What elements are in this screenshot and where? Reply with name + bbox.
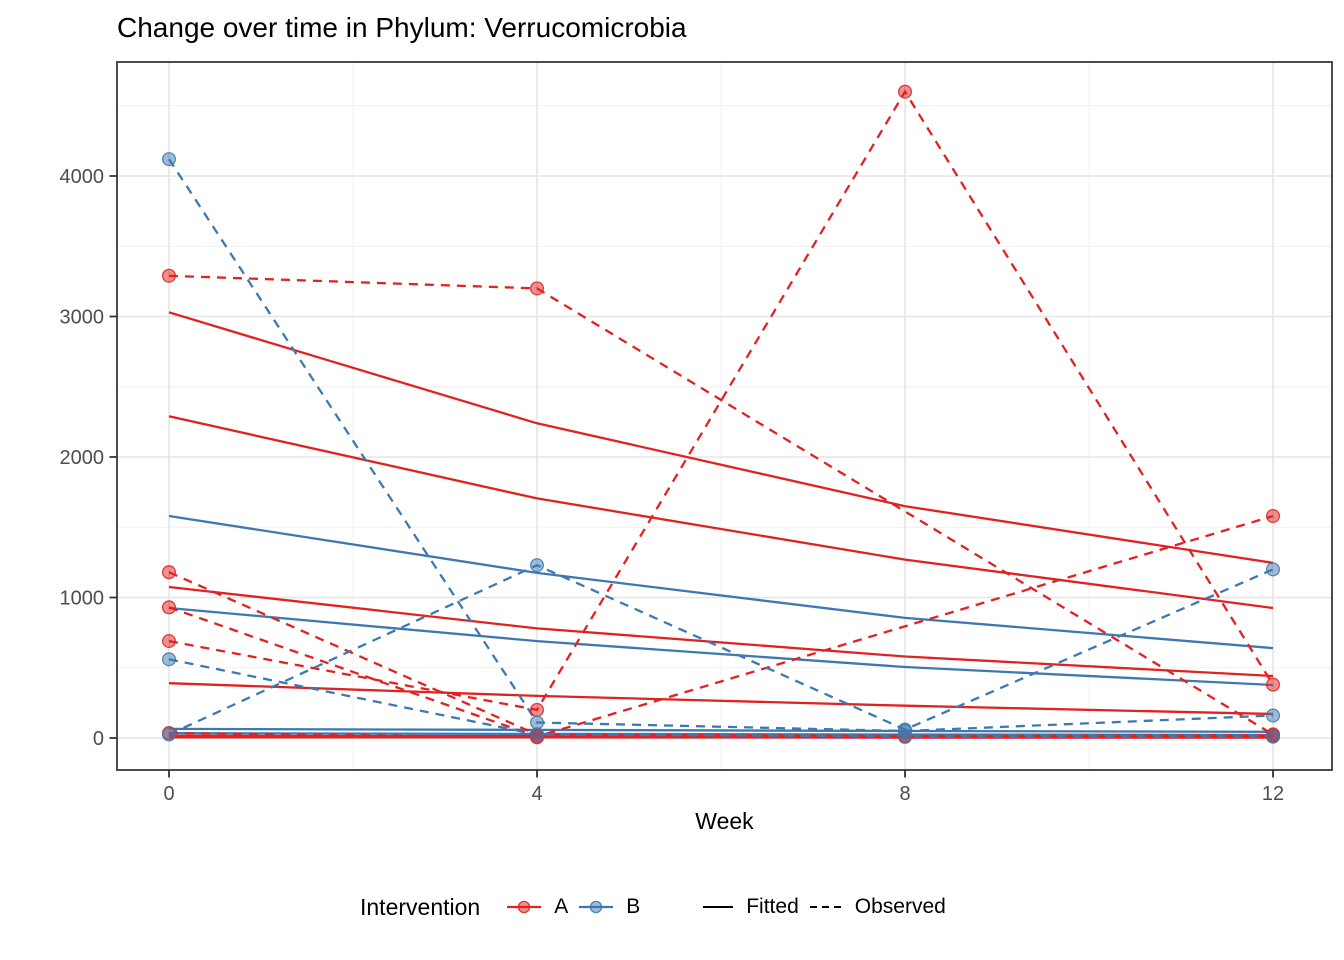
legend-key-observed-icon <box>809 898 843 916</box>
data-point-B-obs-3-w4 <box>529 558 545 573</box>
series-line-A-fit-3 <box>168 585 1274 678</box>
data-point-A-obs-4-w12 <box>1265 508 1281 524</box>
legend-key-A-icon <box>506 898 542 916</box>
y-tick-label: 2000 <box>60 447 105 469</box>
legend-inner: Intervention A B Fit <box>360 894 946 921</box>
legend-label-observed: Observed <box>854 895 946 918</box>
series-line-A-fit-4 <box>168 682 1274 716</box>
series-line-B-obs-1 <box>168 158 1274 733</box>
series-line-B-fit-1 <box>168 514 1274 650</box>
y-tick-label: 4000 <box>60 166 105 188</box>
data-point-B-obs-3-w12 <box>1265 562 1281 577</box>
data-point-B-obs-2-w4 <box>529 727 545 742</box>
data-point-A-obs-4-w0 <box>161 600 177 615</box>
data-point-A-obs-2-w12 <box>1265 677 1281 692</box>
legend-label-fitted: Fitted <box>746 895 799 918</box>
x-tick-label: 0 <box>163 783 174 805</box>
chart-title: Change over time in Phylum: Verrucomicro… <box>117 12 687 43</box>
series-line-B-obs-3 <box>168 563 1274 736</box>
legend-label-B: B <box>626 895 641 918</box>
panel-border <box>116 61 1333 771</box>
series-line-A-obs-2 <box>168 89 1274 712</box>
series-line-B-fit-3 <box>168 727 1274 733</box>
legend-label-A: A <box>554 895 569 918</box>
series-line-A-fit-1 <box>168 311 1274 565</box>
data-point-B-obs-2-w12 <box>1265 729 1281 744</box>
legend-title: Intervention <box>360 893 481 920</box>
data-point-B-obs-2-w0 <box>161 652 177 667</box>
data-point-A-obs-1-w0 <box>161 268 177 283</box>
y-tick-label: 3000 <box>60 307 105 329</box>
data-point-A-obs-1-w4 <box>529 281 545 296</box>
data-point-A-obs-2-w0 <box>161 634 177 649</box>
series-line-B-fit-4 <box>168 732 1274 737</box>
data-point-B-obs-1-w12 <box>1265 708 1281 723</box>
data-point-B-obs-1-w0 <box>161 152 177 167</box>
x-tick-label: 12 <box>1262 783 1284 805</box>
data-point-A-obs-3-w0 <box>161 565 177 580</box>
data-point-B-obs-3-w8 <box>897 722 913 737</box>
series-line-A-fit-2 <box>168 415 1274 610</box>
series-line-A-obs-5 <box>168 731 1274 739</box>
x-axis-title: Week <box>695 808 754 834</box>
data-point-B-obs-3-w0 <box>161 727 177 742</box>
series-line-B-fit-2 <box>168 606 1274 687</box>
y-tick-label: 1000 <box>60 588 105 610</box>
x-tick-label: 8 <box>899 783 910 805</box>
y-tick-label: 0 <box>93 728 104 750</box>
data-point-B-obs-1-w4 <box>529 715 545 730</box>
x-tick-label: 4 <box>531 783 542 805</box>
legend: Intervention A B Fit <box>0 886 1344 928</box>
legend-key-B-icon <box>578 898 614 916</box>
data-point-A-obs-2-w4 <box>529 702 545 717</box>
data-point-A-obs-2-w8 <box>897 84 913 99</box>
legend-key-fitted-icon <box>702 898 734 916</box>
